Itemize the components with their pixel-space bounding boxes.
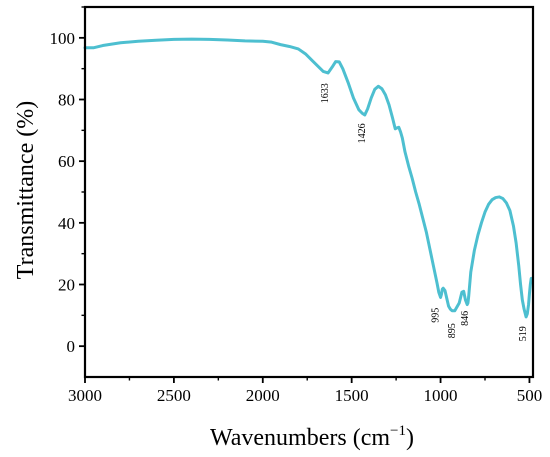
peak-label-895: 895 [447,323,458,338]
peak-label-1426: 1426 [357,123,368,143]
x-axis-title: Wavenumbers (cm−1) [210,423,414,451]
y-tick-label-100: 100 [50,29,76,48]
x-axis-title-close: ) [406,425,414,451]
plot-frame [83,5,535,379]
y-tick-label-0: 0 [67,337,76,356]
x-tick-label-1000: 1000 [424,386,458,405]
x-tick-label-500: 500 [517,386,543,405]
x-axis-title-superscript: −1 [390,423,406,439]
peak-label-846: 846 [460,311,471,326]
y-tick-label-80: 80 [58,91,75,110]
y-axis-title: Transmittance (%) [13,101,39,279]
x-tick-label-2500: 2500 [157,386,191,405]
plot-layer [83,37,533,319]
x-tick-label-1500: 1500 [335,386,369,405]
series-line-0 [83,37,533,319]
x-tick-label-3000: 3000 [68,386,102,405]
peak-label-995: 995 [430,308,441,323]
peak-label-1633: 1633 [320,83,331,103]
peak-label-519: 519 [518,326,529,341]
x-tick-label-2000: 2000 [246,386,280,405]
x-axis-title-main: Wavenumbers (cm [210,425,390,451]
y-tick-label-60: 60 [58,152,75,171]
axis-layer: 3000 2500 2000 1500 1000 500 0 20 40 60 80 100 [50,6,543,405]
y-tick-label-40: 40 [58,214,75,233]
y-tick-label-20: 20 [58,276,75,295]
